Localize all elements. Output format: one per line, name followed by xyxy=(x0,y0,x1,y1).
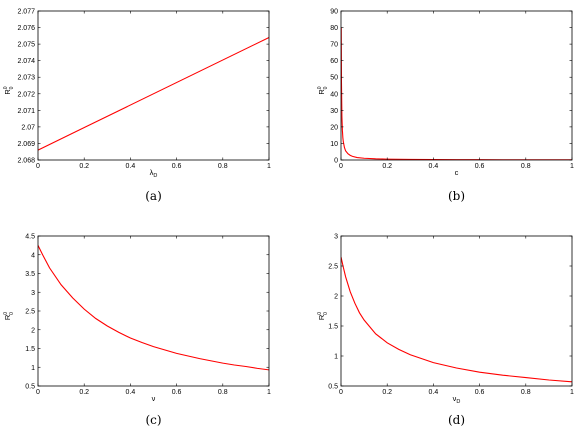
x-tick-label: 0.6 xyxy=(475,163,485,170)
x-tick-label: 0.6 xyxy=(172,389,182,396)
series-line-1 xyxy=(341,256,572,383)
plot-frame xyxy=(340,10,573,161)
y-tick-label: 2 xyxy=(334,294,338,301)
x-tick-label: 0.2 xyxy=(79,163,89,170)
x-axis-label: νD xyxy=(453,394,461,405)
y-tick-label: 0.5 xyxy=(25,384,35,391)
x-tick-label: 0.8 xyxy=(218,389,228,396)
y-tick-label: 30 xyxy=(330,108,338,115)
y-axis-label: R00 xyxy=(3,86,15,94)
plot-frame xyxy=(37,235,270,387)
x-tick-label: 0.4 xyxy=(429,389,439,396)
x-tick-label: 1 xyxy=(267,389,271,396)
x-tick-label: 0 xyxy=(36,389,40,396)
panel-label: (c) xyxy=(145,413,161,427)
x-axis-label: ν xyxy=(152,394,156,403)
y-tick-label: 3.5 xyxy=(25,271,35,278)
x-tick-label: 0.4 xyxy=(126,163,136,170)
x-tick-label: 0 xyxy=(36,163,40,170)
plot-frame xyxy=(37,10,270,161)
y-tick-label: 0.5 xyxy=(328,384,338,391)
y-axis-label: R00 xyxy=(3,312,15,320)
y-tick-label: 60 xyxy=(330,58,338,65)
y-tick-label: 2.5 xyxy=(328,264,338,271)
y-tick-label: 2.5 xyxy=(25,309,35,316)
y-tick-label: 70 xyxy=(330,42,338,49)
y-tick-label: 40 xyxy=(330,91,338,98)
y-axis-label: R00 xyxy=(317,86,329,94)
x-tick-label: 0.4 xyxy=(429,163,439,170)
y-tick-label: 90 xyxy=(330,9,338,16)
series-line-1 xyxy=(38,36,269,151)
y-tick-label: 50 xyxy=(330,75,338,82)
x-tick-label: 0.8 xyxy=(218,163,228,170)
y-tick-label: 2.075 xyxy=(17,42,35,49)
x-tick-label: 0.2 xyxy=(79,389,89,396)
x-axis-label: λD xyxy=(150,168,158,179)
y-tick-label: 3 xyxy=(31,290,35,297)
y-tick-label: 10 xyxy=(330,141,338,148)
x-tick-label: 1 xyxy=(570,389,574,396)
series-line-1 xyxy=(341,27,572,160)
x-tick-label: 0.8 xyxy=(521,389,531,396)
plot-frame xyxy=(340,235,573,387)
y-tick-label: 3 xyxy=(334,234,338,241)
y-tick-label: 0 xyxy=(334,158,338,165)
y-tick-label: 2.077 xyxy=(17,9,35,16)
x-axis-label: c xyxy=(455,168,459,177)
x-tick-label: 0.2 xyxy=(382,163,392,170)
panel-label: (b) xyxy=(448,189,465,203)
x-tick-label: 0.4 xyxy=(126,389,136,396)
x-tick-label: 0.2 xyxy=(382,389,392,396)
y-tick-label: 2.074 xyxy=(17,58,35,65)
y-tick-label: 2.068 xyxy=(17,158,35,165)
x-tick-label: 1 xyxy=(267,163,271,170)
y-tick-label: 1 xyxy=(31,365,35,372)
chart-panel-4: 0 0.2 0.4 0.6 0.8 1 0.5 1 1.5 2 2.5 3 νD R00 (d) xyxy=(317,234,574,428)
x-tick-label: 0.8 xyxy=(521,163,531,170)
y-tick-label: 2.071 xyxy=(17,108,35,115)
y-tick-label: 2.07 xyxy=(21,124,35,131)
y-tick-label: 2 xyxy=(31,327,35,334)
y-tick-label: 1.5 xyxy=(328,324,338,331)
x-tick-label: 1 xyxy=(570,163,574,170)
y-tick-label: 1.5 xyxy=(25,346,35,353)
y-axis-label: R00 xyxy=(317,312,329,320)
panel-label: (a) xyxy=(145,189,162,203)
x-tick-label: 0 xyxy=(339,389,343,396)
y-tick-label: 2.076 xyxy=(17,25,35,32)
x-tick-label: 0.6 xyxy=(475,389,485,396)
y-tick-label: 2.072 xyxy=(17,91,35,98)
y-tick-label: 4.5 xyxy=(25,234,35,241)
panel-label: (d) xyxy=(448,413,465,427)
y-tick-label: 80 xyxy=(330,25,338,32)
y-tick-label: 4 xyxy=(31,252,35,259)
chart-panel-3: 0 0.2 0.4 0.6 0.8 1 0.5 1 1.5 2 2.5 3 3.5 4 4.5 ν R00 (c) xyxy=(3,234,271,428)
chart-panel-1: 0 0.2 0.4 0.6 0.8 1 2.068 2.069 2.07 2.071 2.072 2.… xyxy=(3,9,271,204)
x-tick-label: 0.6 xyxy=(172,163,182,170)
series-line-1 xyxy=(38,245,269,371)
x-tick-label: 0 xyxy=(339,163,343,170)
y-tick-label: 20 xyxy=(330,124,338,131)
y-tick-label: 1 xyxy=(334,354,338,361)
y-tick-label: 2.073 xyxy=(17,75,35,82)
y-tick-label: 2.069 xyxy=(17,141,35,148)
